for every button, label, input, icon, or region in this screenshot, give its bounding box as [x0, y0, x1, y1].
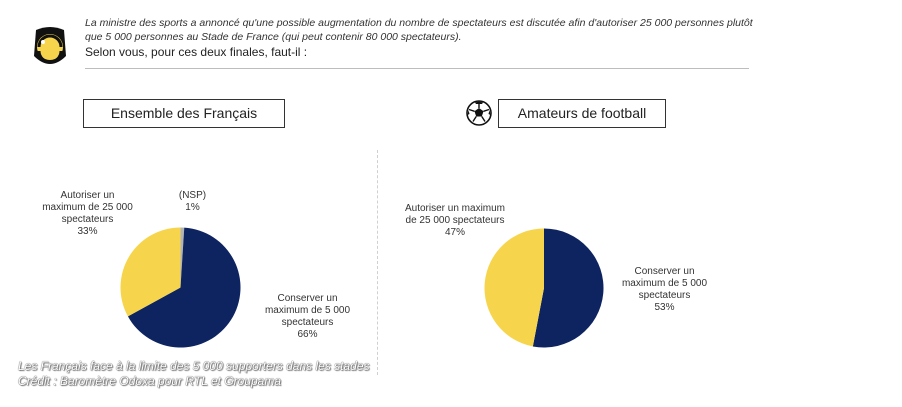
- slice-authorize-25000: [484, 228, 544, 347]
- whistle-badge-icon: [34, 27, 66, 64]
- slice-label-authorize-fans: Autoriser un maximum de 25 000 spectateu…: [404, 203, 506, 238]
- slice-label-keep-all: Conserver un maximum de 5 000 spectateur…: [264, 293, 351, 340]
- chart-title-football-fans: Amateurs de football: [498, 99, 666, 128]
- slice-label-authorize-all: Autoriser un maximum de 25 000 spectateu…: [42, 190, 133, 237]
- slice-keep-5000: [532, 228, 604, 348]
- image-caption: Les Français face à la limite des 5 000 …: [18, 359, 370, 388]
- slice-nsp: [180, 227, 185, 288]
- question-text: Selon vous, pour ces deux finales, faut-…: [85, 45, 308, 59]
- slice-authorize-25000: [120, 227, 181, 317]
- slice-label-keep-fans: Conserver un maximum de 5 000 spectateur…: [621, 266, 708, 313]
- intro-text: La ministre des sports a annoncé qu'une …: [85, 17, 753, 43]
- slice-keep-5000: [127, 227, 241, 348]
- slice-label-nsp-all: (NSP) 1%: [178, 190, 207, 213]
- pie-chart-football-fans: [484, 228, 604, 348]
- chart-title-all-french: Ensemble des Français: [83, 99, 285, 128]
- header-divider: [85, 68, 749, 69]
- column-divider: [377, 150, 378, 375]
- pie-chart-all-french: [120, 227, 241, 348]
- soccer-ball-icon: [466, 100, 492, 126]
